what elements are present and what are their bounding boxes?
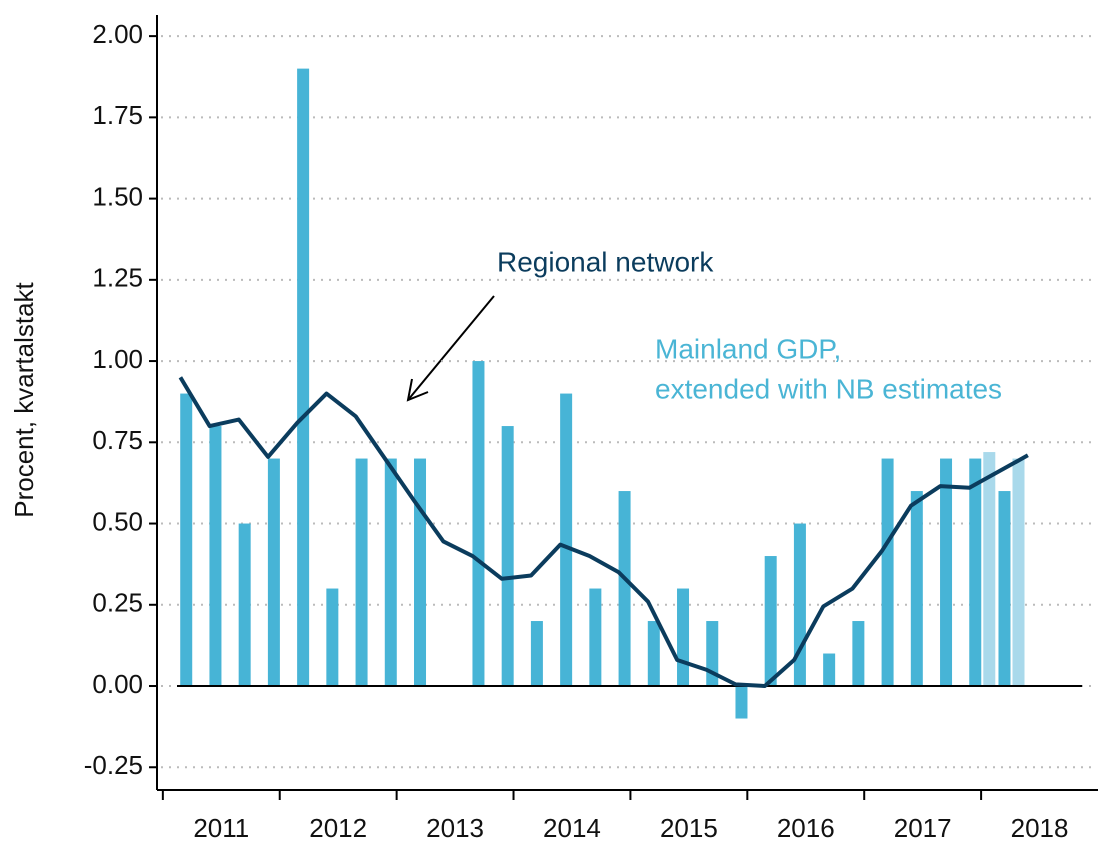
annotation-arrow	[407, 295, 495, 401]
y-tick-label: 1.25	[92, 263, 143, 293]
bar	[238, 523, 251, 687]
x-tick-label: 2012	[309, 813, 367, 843]
bar	[735, 686, 748, 719]
y-tick-label: 1.75	[92, 100, 143, 130]
x-tick-label: 2018	[1011, 813, 1069, 843]
x-tick-label: 2015	[660, 813, 718, 843]
x-tick-label: 2013	[426, 813, 484, 843]
y-tick-label: 2.00	[92, 19, 143, 49]
y-tick-label: -0.25	[84, 750, 143, 780]
y-tick-label: 0.25	[92, 588, 143, 618]
y-tick-label: 1.50	[92, 181, 143, 211]
y-tick-label: 0.75	[92, 425, 143, 455]
bar	[793, 523, 806, 687]
y-tick-label: 1.00	[92, 344, 143, 374]
bar	[998, 491, 1011, 687]
bar	[209, 426, 222, 687]
bar	[472, 361, 485, 687]
bar	[940, 458, 953, 687]
arrow-head	[406, 378, 429, 402]
bar	[501, 426, 514, 687]
bar	[326, 588, 339, 687]
line	[178, 376, 1029, 689]
x-tick-label: 2014	[543, 813, 601, 843]
x-tick-label: 2016	[777, 813, 835, 843]
bar	[560, 393, 573, 687]
annotation: extended with NB estimates	[655, 373, 1002, 404]
bar	[647, 621, 660, 687]
annotation: Mainland GDP,	[655, 333, 841, 364]
bar	[677, 588, 690, 687]
x-tick-label: 2011	[193, 813, 249, 843]
bar	[910, 491, 923, 687]
bar	[1012, 458, 1025, 687]
bar	[983, 452, 996, 687]
bar	[823, 653, 836, 687]
bar	[384, 458, 397, 687]
bar	[764, 556, 777, 687]
y-tick-label: 0.00	[92, 669, 143, 699]
bar	[852, 621, 865, 687]
bar	[414, 458, 427, 687]
bar	[355, 458, 368, 687]
bar	[618, 491, 631, 687]
x-tick-label: 2017	[894, 813, 952, 843]
bar	[530, 621, 543, 687]
annotation: Regional network	[497, 246, 714, 277]
bar	[180, 393, 193, 687]
bar	[589, 588, 602, 687]
bar	[969, 458, 982, 687]
y-tick-label: 0.50	[92, 506, 143, 536]
y-axis-label: Procent, kvartalstakt	[9, 281, 39, 517]
bar	[881, 458, 894, 687]
bar	[297, 68, 310, 687]
bar	[267, 458, 280, 687]
